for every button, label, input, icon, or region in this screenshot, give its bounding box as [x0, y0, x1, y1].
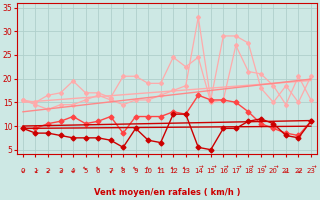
Text: ↑: ↑	[208, 164, 213, 169]
Text: ↑: ↑	[295, 164, 302, 171]
Text: ↑: ↑	[82, 164, 89, 171]
Text: ↑: ↑	[69, 164, 77, 171]
Text: ↑: ↑	[246, 164, 251, 169]
Text: ↑: ↑	[308, 164, 314, 169]
Text: ↑: ↑	[258, 164, 263, 169]
Text: ↑: ↑	[271, 164, 276, 169]
Text: ↑: ↑	[196, 164, 201, 169]
Text: ↑: ↑	[170, 164, 177, 171]
Text: ↑: ↑	[132, 164, 139, 171]
Text: ↑: ↑	[145, 164, 152, 171]
Text: ↑: ↑	[157, 164, 164, 171]
Text: ↑: ↑	[282, 164, 290, 171]
Text: ↑: ↑	[94, 164, 102, 171]
Text: ↑: ↑	[57, 164, 64, 171]
Text: ↑: ↑	[107, 164, 114, 171]
Text: ↑: ↑	[221, 164, 226, 169]
Text: ↑: ↑	[182, 164, 189, 171]
Text: ↑: ↑	[32, 164, 39, 171]
X-axis label: Vent moyen/en rafales ( km/h ): Vent moyen/en rafales ( km/h )	[94, 188, 240, 197]
Text: ↑: ↑	[44, 164, 52, 171]
Text: ↑: ↑	[19, 164, 27, 171]
Text: ↑: ↑	[119, 164, 127, 171]
Text: ↑: ↑	[233, 164, 238, 169]
